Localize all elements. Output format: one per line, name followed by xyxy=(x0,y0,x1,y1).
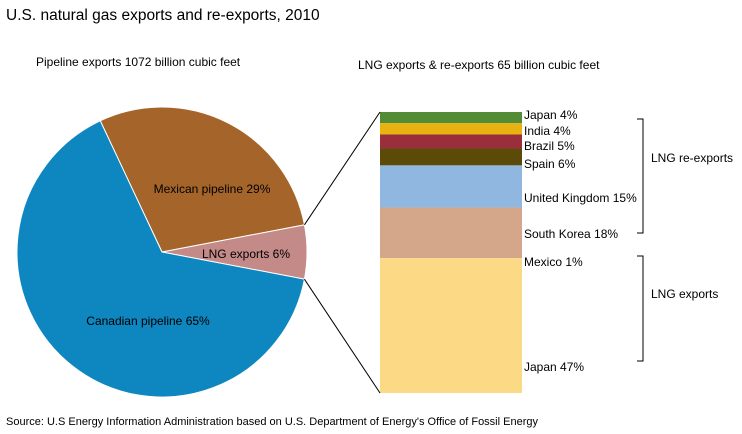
chart-title: U.S. natural gas exports and re-exports,… xyxy=(6,7,320,24)
bar-segment-brazil-5-2 xyxy=(380,134,522,149)
group-bracket-lng-re-exports xyxy=(637,118,644,234)
bar-segment-south-korea-18-5 xyxy=(380,207,522,259)
pie-slice-mexican-pipeline-29 xyxy=(99,106,306,253)
bar-label-japan-47-7: Japan 47% xyxy=(524,360,584,374)
bar-label-united-kingdom-15-4: United Kingdom 15% xyxy=(524,191,637,205)
connector-line-bottom xyxy=(304,278,381,394)
bar-label-spain-6-3: Spain 6% xyxy=(524,157,576,171)
pie-subtitle: Pipeline exports 1072 billion cubic feet xyxy=(36,55,241,69)
group-label-lng-exports: LNG exports xyxy=(651,287,718,301)
bar-subtitle: LNG exports & re-exports 65 billion cubi… xyxy=(358,58,600,72)
bar-segment-japan-4-0 xyxy=(380,112,522,124)
bar-label-mexico-1-6: Mexico 1% xyxy=(524,255,583,269)
pie-label-lng-exports-6: LNG exports 6% xyxy=(202,247,290,261)
group-label-lng-re-exports: LNG re-exports xyxy=(651,151,733,165)
bar-segment-japan-47-7 xyxy=(380,260,522,393)
bar-label-brazil-5-2: Brazil 5% xyxy=(524,139,575,153)
bar-label-south-korea-18-5: South Korea 18% xyxy=(524,227,618,241)
pie-slice-canadian-pipeline-65 xyxy=(16,120,306,398)
group-bracket-lng-exports xyxy=(637,255,644,362)
pie-label-mexican-pipeline-29: Mexican pipeline 29% xyxy=(154,182,271,196)
bar-segment-spain-6-3 xyxy=(380,148,522,166)
connector-line-top xyxy=(304,111,381,226)
bar-label-india-4-1: India 4% xyxy=(524,124,571,138)
bar-segment-india-4-1 xyxy=(380,123,522,135)
bar-segment-mexico-1-6 xyxy=(380,258,522,261)
source-note: Source: U.S Energy Information Administr… xyxy=(6,416,538,428)
pie-label-canadian-pipeline-65: Canadian pipeline 65% xyxy=(86,314,210,328)
bar-label-japan-4-0: Japan 4% xyxy=(524,108,578,122)
bar-segment-united-kingdom-15-4 xyxy=(380,165,522,208)
